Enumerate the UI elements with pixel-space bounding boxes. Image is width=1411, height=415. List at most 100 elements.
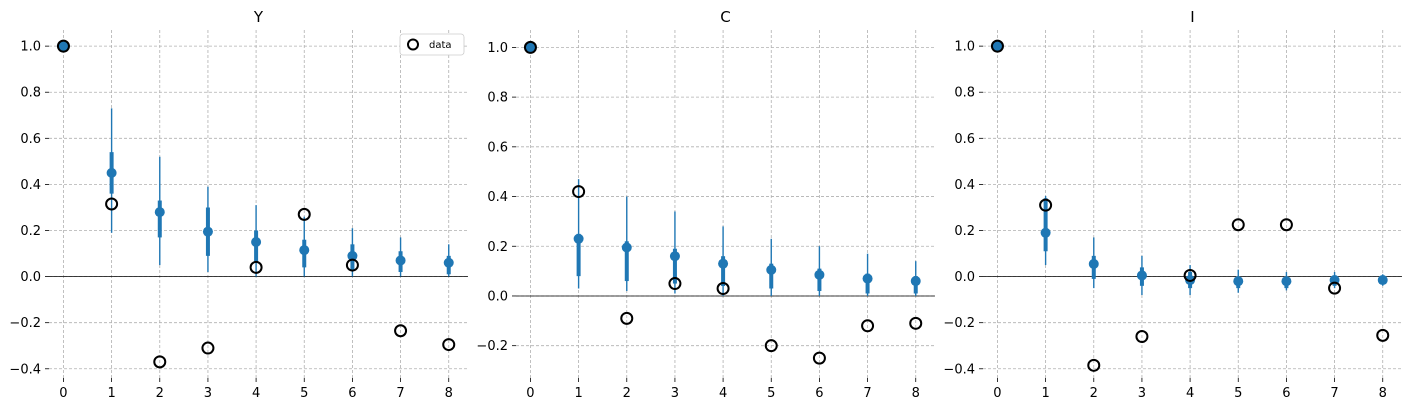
chart-title: I [1190,8,1194,26]
x-tick-label: 2 [1090,386,1098,401]
estimate-point [669,251,680,262]
x-tick-label: 7 [863,386,871,401]
y-tick-label: 0.8 [954,86,975,101]
data-point [861,319,875,333]
data-point [105,197,119,211]
legend-label: data [429,40,452,51]
legend: data [399,33,465,56]
y-tick-label: −0.4 [943,362,975,377]
legend-box [399,33,465,56]
estimate-point [1088,258,1099,269]
legend-marker [407,38,419,51]
estimate-point [347,250,358,261]
data-point [716,282,730,296]
data-point [249,260,263,274]
x-tick-label: 6 [1282,386,1290,401]
y-tick-label: 0.8 [487,91,508,106]
y-tick-label: 0.6 [954,132,975,147]
x-tick-label: 0 [59,386,67,401]
x-tick-label: 1 [574,386,582,401]
estimate-point [1281,276,1292,287]
data-point [764,339,778,353]
y-tick-label: −0.2 [943,316,975,331]
data-point [572,185,586,199]
estimate-point [1233,276,1244,287]
data-point [1328,281,1342,295]
estimate-point [299,245,310,256]
data-point [1279,218,1293,232]
estimate-point [154,207,165,218]
estimate-point [573,233,584,244]
x-tick-label: 3 [1138,386,1146,401]
x-tick-label: 1 [1041,386,1049,401]
y-tick-label: 0.4 [954,178,975,193]
data-point [1231,218,1245,232]
estimate-point [106,167,117,178]
x-tick-label: 6 [348,386,356,401]
data-point [1376,328,1390,342]
x-tick-label: 4 [1186,386,1194,401]
x-tick-label: 8 [912,386,920,401]
x-tick-label: 5 [1234,386,1242,401]
y-tick-label: 1.0 [487,41,508,56]
estimate-point [718,258,729,269]
x-tick-label: 6 [815,386,823,401]
y-tick-label: 1.0 [20,40,41,55]
estimate-point [814,269,825,280]
y-tick-label: 0.0 [487,289,508,304]
panel-i: I 0 1 2 3 4 5 6 7 8 −0.4 −0.2 0.0 0.2 0.4 0.6 0.8 1.0 [943,8,1402,401]
estimate-point [766,264,777,275]
chart-title: C [720,8,730,26]
estimate-point [910,276,921,287]
y-tick-label: 0.2 [954,224,975,239]
chart-title: Y [253,8,264,26]
x-tick-label: 0 [526,386,534,401]
data-point [56,39,70,53]
estimate-point [443,257,454,268]
x-tick-label: 5 [767,386,775,401]
estimate-point [862,273,873,284]
y-tick-label: 0.8 [20,86,41,101]
y-tick-label: 0.4 [487,190,508,205]
x-tick-label: 4 [719,386,727,401]
x-tick-label: 7 [1330,386,1338,401]
data-point [394,324,408,338]
estimate-point [395,255,406,266]
x-tick-label: 8 [1379,386,1387,401]
y-tick-label: 1.0 [954,40,975,55]
x-tick-label: 4 [252,386,260,401]
y-tick-label: 0.0 [954,270,975,285]
estimate-point [1040,227,1051,238]
x-tick-label: 3 [204,386,212,401]
x-tick-label: 1 [107,386,115,401]
data-point [1039,198,1053,212]
estimate-point [251,237,262,248]
y-tick-label: 0.2 [20,224,41,239]
estimate-point [992,41,1003,52]
estimate-point [1136,270,1147,281]
data-point [442,338,456,352]
x-tick-label: 8 [445,386,453,401]
x-tick-label: 2 [623,386,631,401]
x-tick-label: 2 [156,386,164,401]
data-point [153,355,167,369]
y-tick-label: 0.6 [487,140,508,155]
y-tick-label: −0.4 [9,362,41,377]
estimate-point [202,226,213,237]
y-tick-label: 0.2 [487,240,508,255]
data-point [620,311,634,325]
estimate-point [621,242,632,253]
x-tick-label: 0 [993,386,1001,401]
data-point [523,40,537,54]
data-point [1183,268,1197,282]
data-point [345,258,359,272]
panel-c: C 0 1 2 3 4 5 6 7 8 −0.2 0.0 0.2 0.4 0.6 0.8 1.0 [476,8,935,401]
panel-y: Y 0 1 2 3 4 5 6 7 8 −0.4 −0.2 0.0 0.2 0.4 0.6 0.8 1.0 data [9,8,468,401]
y-tick-label: −0.2 [9,316,41,331]
data-point [909,316,923,330]
x-tick-label: 7 [396,386,404,401]
data-point [990,39,1004,53]
data-point [1135,330,1149,344]
y-tick-label: 0.4 [20,178,41,193]
